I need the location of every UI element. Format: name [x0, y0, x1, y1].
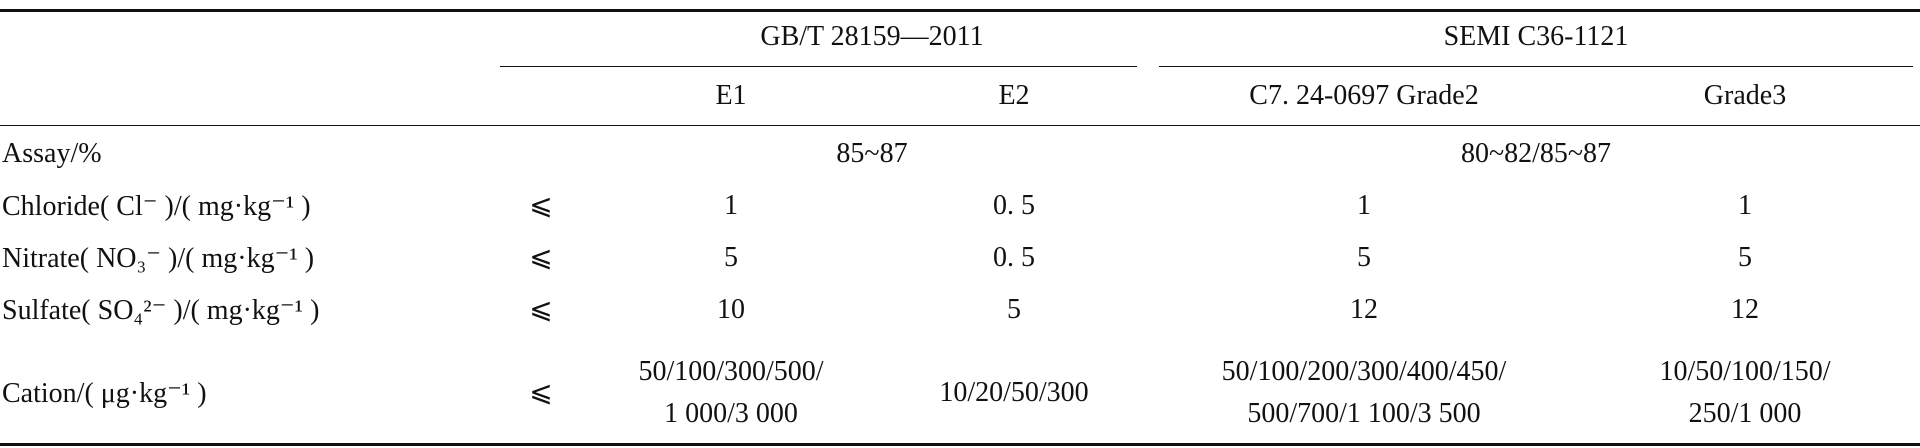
- column-header: C7. 24-0697 Grade2: [1249, 80, 1479, 111]
- cell-value: 5: [1007, 294, 1021, 325]
- cell-value: 12: [1350, 294, 1378, 325]
- cell-value: 5: [724, 242, 738, 273]
- cell-value: 85~87: [836, 138, 908, 169]
- group-rule: [1159, 66, 1913, 67]
- cell-value: 10/50/100/150/ 250/1 000: [1659, 356, 1831, 429]
- bottom-rule: [0, 443, 1920, 446]
- cell-value: 10: [717, 294, 745, 325]
- cell-value: 5: [1357, 242, 1371, 273]
- header-rule: [0, 125, 1920, 126]
- row-label: Nitrate( NO₃⁻ )/( mg·kg⁻¹ ): [2, 243, 315, 274]
- row-symbol: ⩽: [529, 242, 553, 273]
- group-header: SEMI C36-1121: [1443, 21, 1629, 52]
- row-label: Sulfate( SO₄²⁻ )/( mg·kg⁻¹ ): [2, 295, 320, 326]
- cell-value: 0. 5: [993, 242, 1035, 273]
- top-rule: [0, 9, 1920, 12]
- cell-value: 1: [1357, 190, 1371, 221]
- cell-value: 1: [1738, 190, 1752, 221]
- row-symbol: ⩽: [529, 294, 553, 325]
- cell-value: 80~82/85~87: [1460, 138, 1612, 169]
- row-symbol: ⩽: [529, 377, 553, 408]
- column-header: E2: [998, 80, 1030, 111]
- cell-value: 50/100/300/500/ 1 000/3 000: [638, 356, 824, 429]
- cell-value: 10/20/50/300: [939, 377, 1089, 408]
- cell-value: 50/100/200/300/400/450/ 500/700/1 100/3 …: [1221, 356, 1507, 429]
- column-header: E1: [715, 80, 747, 111]
- row-label: Cation/( μg·kg⁻¹ ): [2, 378, 207, 409]
- cell-value: 0. 5: [993, 190, 1035, 221]
- group-header: GB/T 28159—2011: [760, 21, 984, 52]
- column-header: Grade3: [1703, 80, 1787, 111]
- cell-value: 5: [1738, 242, 1752, 273]
- group-rule: [500, 66, 1137, 67]
- row-label: Chloride( Cl⁻ )/( mg·kg⁻¹ ): [2, 191, 311, 222]
- cell-value: 12: [1731, 294, 1759, 325]
- row-label: Assay/%: [2, 138, 102, 169]
- row-symbol: ⩽: [529, 190, 553, 221]
- cell-value: 1: [724, 190, 738, 221]
